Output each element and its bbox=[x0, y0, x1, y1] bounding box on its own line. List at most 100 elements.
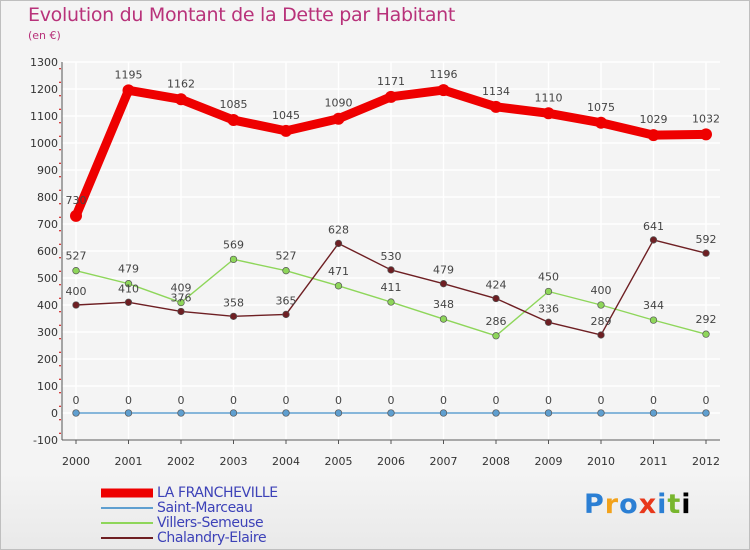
data-label: 1032 bbox=[692, 112, 720, 125]
data-point bbox=[597, 409, 605, 417]
data-label: 641 bbox=[643, 220, 664, 233]
data-label: 0 bbox=[178, 394, 185, 407]
y-tick-label: 300 bbox=[37, 326, 58, 339]
legend-label: LA FRANCHEVILLE bbox=[157, 484, 278, 501]
data-label: 0 bbox=[703, 394, 710, 407]
data-point bbox=[177, 307, 185, 316]
data-label: 1085 bbox=[220, 98, 248, 111]
data-label: 1171 bbox=[377, 75, 405, 88]
y-tick-label: 0 bbox=[51, 407, 58, 420]
data-point bbox=[229, 312, 238, 320]
data-label: 0 bbox=[73, 394, 80, 407]
proxiti-logo: Proxiti bbox=[584, 489, 692, 520]
y-tick-label: 900 bbox=[37, 164, 58, 177]
data-label: 0 bbox=[283, 394, 290, 407]
data-label: 358 bbox=[223, 296, 244, 309]
x-tick-label: 2001 bbox=[115, 455, 143, 468]
data-point bbox=[334, 239, 343, 248]
data-label: 1075 bbox=[587, 101, 615, 114]
x-tick-label: 2005 bbox=[325, 455, 353, 468]
data-label: 348 bbox=[433, 298, 454, 311]
data-point bbox=[544, 287, 553, 296]
data-label: 479 bbox=[433, 264, 454, 277]
data-point bbox=[649, 236, 658, 244]
data-point bbox=[175, 93, 187, 106]
data-label: 1195 bbox=[115, 68, 143, 81]
data-label: 1110 bbox=[535, 91, 563, 104]
x-tick-label: 2010 bbox=[587, 455, 615, 468]
data-label: 0 bbox=[650, 394, 657, 407]
data-label: 1196 bbox=[430, 68, 458, 81]
data-label: 0 bbox=[335, 394, 342, 407]
data-point bbox=[597, 301, 605, 309]
data-point bbox=[229, 255, 238, 264]
data-label: 527 bbox=[66, 250, 87, 263]
data-point bbox=[492, 294, 500, 303]
data-label: 336 bbox=[538, 302, 559, 315]
y-tick-label: 1200 bbox=[30, 83, 58, 96]
data-point bbox=[700, 128, 712, 141]
x-tick-label: 2000 bbox=[62, 455, 90, 468]
data-label: 471 bbox=[328, 265, 349, 278]
data-point bbox=[70, 209, 82, 222]
y-tick-label: 600 bbox=[37, 245, 58, 258]
legend-item-saint-marceau: Saint-Marceau bbox=[101, 500, 361, 516]
legend-label: Villers-Semeuse bbox=[157, 514, 264, 531]
data-point bbox=[597, 331, 605, 339]
data-label: 292 bbox=[696, 313, 717, 326]
y-tick-label: 200 bbox=[37, 353, 58, 366]
data-point bbox=[72, 301, 80, 309]
data-point bbox=[702, 330, 710, 338]
data-label: 1045 bbox=[272, 109, 300, 122]
series-la-francheville: 730 1195 1162 1085 1045 1090 1171 1196 1134 1110 1… bbox=[66, 68, 720, 222]
legend-swatch-saint-marceau bbox=[101, 506, 153, 509]
data-point bbox=[387, 298, 395, 306]
y-tick-label: 700 bbox=[37, 218, 58, 231]
data-point bbox=[490, 100, 502, 113]
data-point bbox=[649, 316, 658, 324]
x-tick-label: 2012 bbox=[692, 455, 720, 468]
data-label: 0 bbox=[598, 394, 605, 407]
legend-item-villers-semeuse: Villers-Semeuse bbox=[101, 514, 361, 531]
data-label: 409 bbox=[171, 282, 192, 295]
data-label: 344 bbox=[643, 299, 664, 312]
data-point bbox=[72, 409, 80, 417]
legend-swatch-la-francheville bbox=[101, 488, 153, 497]
y-tick-label: 400 bbox=[37, 299, 58, 312]
data-point bbox=[492, 409, 500, 417]
data-point bbox=[334, 409, 343, 417]
data-label: 410 bbox=[118, 282, 139, 295]
data-label: 1134 bbox=[482, 85, 510, 98]
series-villers-semeuse: 527 479 409 569 527 471 411 348 286 450 400 344 292 bbox=[66, 238, 717, 340]
data-point bbox=[332, 112, 345, 125]
y-tick-label: 1100 bbox=[30, 110, 58, 123]
data-point bbox=[387, 266, 395, 274]
data-label: 0 bbox=[230, 394, 237, 407]
data-label: 628 bbox=[328, 223, 349, 236]
data-point bbox=[124, 280, 133, 288]
data-point bbox=[649, 409, 658, 417]
data-point bbox=[647, 129, 660, 142]
data-point bbox=[439, 409, 448, 417]
data-label: 400 bbox=[66, 285, 87, 298]
data-label: 592 bbox=[696, 233, 717, 246]
data-point bbox=[439, 315, 448, 323]
data-label: 527 bbox=[276, 250, 297, 263]
data-point bbox=[492, 332, 500, 340]
y-tick-label: 500 bbox=[37, 272, 58, 285]
legend-swatch-villers-semeuse bbox=[101, 521, 153, 524]
data-point bbox=[227, 114, 240, 127]
series-saint-marceau: 0 0 0 0 0 0 0 0 0 0 0 0 0 bbox=[72, 394, 710, 417]
data-label: 0 bbox=[493, 394, 500, 407]
data-point bbox=[334, 282, 343, 290]
legend-item-chalandry-elaire: Chalandry-Elaire bbox=[101, 530, 361, 546]
data-point bbox=[702, 249, 710, 257]
data-point bbox=[595, 116, 607, 129]
data-point bbox=[437, 84, 450, 97]
x-tick-label: 2009 bbox=[535, 455, 563, 468]
data-point bbox=[282, 310, 290, 319]
data-label: 411 bbox=[381, 281, 402, 294]
data-label: 424 bbox=[486, 279, 507, 292]
